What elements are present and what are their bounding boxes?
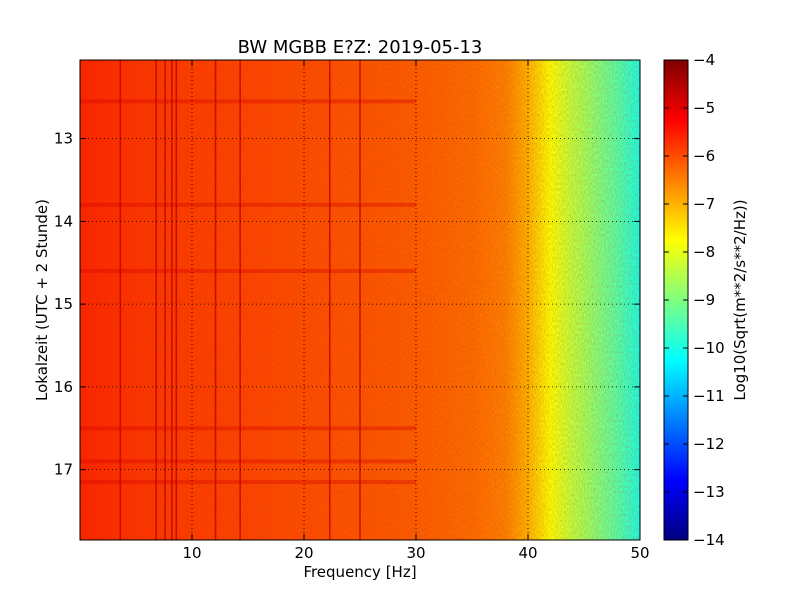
y-tick-label: 15	[54, 295, 73, 313]
y-axis-ticks: 13 14 15 16 17	[54, 130, 640, 479]
spectrogram-plot-area	[80, 60, 640, 540]
spectral-lines	[119, 60, 361, 540]
colorbar-tick-label: −14	[693, 531, 725, 549]
colorbar-tick-label: −10	[693, 339, 725, 357]
temporal-band	[80, 269, 416, 274]
temporal-bands	[80, 99, 416, 485]
temporal-band	[80, 426, 416, 431]
chart-title: BW MGBB E?Z: 2019-05-13	[238, 37, 483, 58]
y-tick-label: 13	[54, 130, 73, 148]
colorbar-tick-label: −5	[693, 99, 715, 117]
temporal-band	[80, 202, 416, 207]
x-tick-label: 10	[182, 544, 201, 562]
colorbar-label: Log10(Sqrt(m**2/s**2/Hz))	[731, 199, 749, 400]
colorbar-ticks: −4 −5 −6 −7 −8 −9 −10 −11 −12 −13 −14	[664, 51, 725, 549]
x-tick-label: 30	[406, 544, 425, 562]
colorbar-tick-label: −9	[693, 291, 715, 309]
colorbar-tick-label: −11	[693, 387, 725, 405]
colorbar-tick-label: −13	[693, 483, 725, 501]
colorbar-tick-label: −4	[693, 51, 715, 69]
grid-lines	[80, 60, 640, 540]
x-tick-label: 40	[518, 544, 537, 562]
x-axis-label: Frequency [Hz]	[303, 563, 416, 581]
colorbar-tick-label: −12	[693, 435, 725, 453]
temporal-band	[80, 99, 416, 104]
plot-frame	[79, 59, 641, 541]
y-tick-label: 17	[54, 461, 73, 479]
colorbar-tick-label: −7	[693, 195, 715, 213]
x-tick-label: 20	[294, 544, 313, 562]
x-axis-ticks: 10 20 30 40 50	[182, 60, 650, 562]
temporal-band	[80, 459, 416, 464]
y-axis-label: Lokalzeit (UTC + 2 Stunde)	[33, 199, 51, 401]
x-tick-label: 50	[630, 544, 649, 562]
y-tick-label: 14	[54, 212, 73, 230]
temporal-band	[80, 480, 416, 485]
y-tick-label: 16	[54, 378, 73, 396]
colorbar-tick-label: −8	[693, 243, 715, 261]
colorbar-tick-label: −6	[693, 147, 715, 165]
